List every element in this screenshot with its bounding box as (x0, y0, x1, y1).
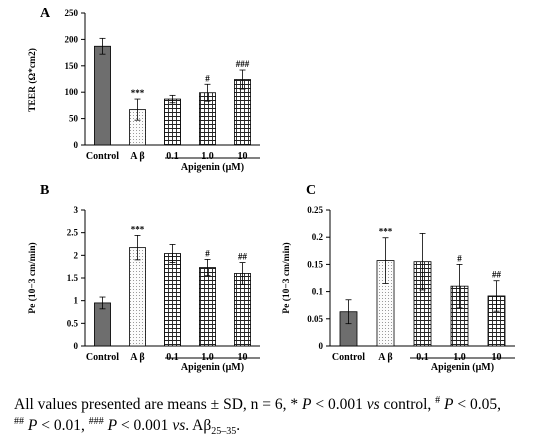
category-label: Control (86, 151, 119, 162)
y-tick-label: 0.25 (307, 205, 323, 215)
caption-p: P (444, 396, 454, 413)
significance-mark: *** (379, 227, 393, 237)
y-tick-label: 0 (319, 341, 324, 351)
significance-mark: # (205, 73, 210, 83)
bar (94, 45, 111, 146)
y-tick-label: 0 (74, 140, 79, 150)
y-tick-label: 2 (74, 250, 79, 260)
panel-letter: C (306, 183, 316, 198)
significance-mark: *** (131, 224, 145, 234)
y-tick-label: 250 (65, 8, 79, 18)
caption-sup: ## (14, 415, 24, 427)
significance-mark: # (205, 248, 210, 258)
caption-vs: vs (172, 417, 186, 434)
bar (94, 302, 111, 347)
y-tick-label: 0.15 (307, 259, 323, 269)
y-tick-label: 2.5 (67, 228, 79, 238)
y-axis-label: TEER (Ω*cm2) (27, 48, 38, 112)
y-tick-label: 100 (65, 87, 79, 97)
caption-sup: # (435, 394, 441, 406)
panel-letter: B (40, 183, 49, 198)
y-tick-label: 0.05 (307, 314, 323, 324)
caption-text: < 0.001 (311, 396, 367, 413)
category-label: 0.1 (166, 151, 179, 162)
y-tick-label: 50 (69, 114, 79, 124)
bar (164, 98, 181, 146)
caption-text: . (236, 417, 241, 434)
caption-sup: ### (88, 415, 104, 427)
y-tick-label: 200 (65, 34, 79, 44)
figure-caption: All values presented are means ± SD, n =… (14, 394, 544, 436)
caption-text: < 0.01, (37, 417, 89, 434)
caption-p: P (107, 417, 118, 434)
y-tick-label: 1 (74, 296, 79, 306)
caption-p: P (27, 417, 38, 434)
y-tick-label: 3 (74, 205, 79, 215)
y-tick-label: 1.5 (67, 273, 79, 283)
y-tick-label: 0 (74, 341, 79, 351)
panel-a: A 0 50 100 150 200 250 TEER (Ω*cm2) Control *** A … (27, 6, 260, 173)
caption-text: All values presented are means ± SD, n =… (14, 396, 302, 413)
caption-p: P (302, 396, 312, 413)
group-label: Apigenin (μM) (181, 162, 244, 173)
panel-c: C 0 0.05 0.1 0.15 0.2 0.25 Pe (10−3 cm/min) Cont… (281, 183, 515, 373)
bar (129, 247, 146, 347)
category-label: A β (378, 352, 392, 363)
significance-mark: ## (238, 252, 248, 262)
category-label: 1.0 (201, 151, 214, 162)
group-label: Apigenin (μM) (431, 362, 494, 373)
y-tick-label: 0.1 (312, 287, 324, 297)
panel-b: B 0 0.5 1 1.5 2 2.5 3 Pe (10−3 cm/min) Control ***… (27, 183, 260, 373)
panel-letter: A (40, 6, 51, 21)
bar (164, 253, 181, 347)
category-label: 10 (238, 151, 248, 162)
y-axis-label: Pe (10−3 cm/min) (27, 242, 38, 313)
caption-vs: vs (366, 396, 380, 413)
group-label: Apigenin (μM) (181, 362, 244, 373)
significance-mark: ### (236, 59, 250, 69)
y-axis-label: Pe (10−3 cm/min) (281, 242, 292, 313)
caption-text: < 0.05, (453, 396, 502, 413)
caption-text: control, (379, 396, 436, 413)
caption-text: < 0.001 (117, 417, 173, 434)
bar (199, 267, 216, 347)
significance-mark: ## (492, 270, 502, 280)
significance-mark: # (457, 253, 462, 263)
caption-sub: 25–35 (211, 426, 237, 438)
y-tick-label: 0.2 (312, 232, 324, 242)
category-label: Control (86, 352, 119, 363)
caption-text: . Aβ (185, 417, 212, 434)
category-label: Control (332, 352, 365, 363)
category-label: A β (130, 352, 144, 363)
category-label: A β (130, 151, 144, 162)
y-tick-label: 150 (65, 61, 79, 71)
y-tick-label: 0.5 (67, 318, 79, 328)
significance-mark: *** (131, 88, 145, 98)
